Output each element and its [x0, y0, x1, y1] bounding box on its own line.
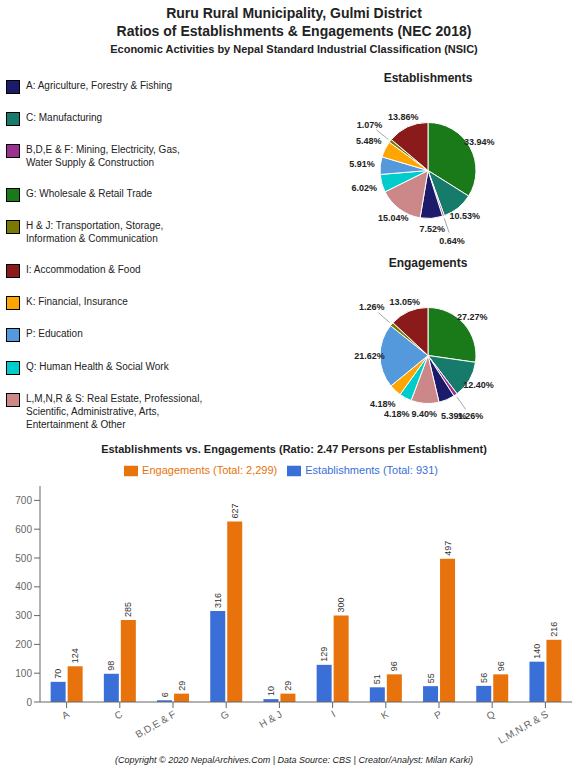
svg-text:10.53%: 10.53% [449, 211, 480, 221]
svg-text:140: 140 [532, 644, 542, 659]
svg-text:497: 497 [443, 541, 453, 556]
svg-text:300: 300 [336, 598, 346, 613]
svg-text:5.39%: 5.39% [441, 411, 467, 421]
svg-text:G: G [219, 708, 231, 722]
html-text:P: Education: P: Education [26, 328, 83, 340]
html-text:G: Wholesale & Retail Trade: G: Wholesale & Retail Trade [26, 187, 153, 199]
svg-text:96: 96 [496, 661, 506, 671]
svg-text:129: 129 [319, 647, 329, 662]
svg-text:P: P [432, 708, 444, 721]
svg-text:70: 70 [53, 669, 63, 679]
svg-text:100: 100 [15, 668, 32, 679]
svg-text:124: 124 [70, 648, 80, 663]
svg-text:1.26%: 1.26% [457, 411, 484, 422]
svg-text:B,D,E & F: B,D,E & F [134, 708, 178, 740]
svg-text:200: 200 [15, 639, 32, 650]
html-text:Engagements: Engagements [388, 256, 468, 270]
html-text:H & J: Transportation, Storage: H & J: Transportation, Storage, Informat… [26, 220, 164, 245]
svg-text:12.40%: 12.40% [463, 380, 494, 390]
svg-text:600: 600 [15, 524, 32, 535]
svg-text:A: A [60, 708, 72, 721]
html-text:(Copyright © 2020 NepalArchive: (Copyright © 2020 NepalArchives.Com | Da… [115, 755, 473, 765]
html-text:L,M,N,R & S: Real Estate, Prof: L,M,N,R & S: Real Estate, Professional, … [26, 393, 203, 431]
svg-text:Q: Q [485, 708, 497, 722]
html-text:A: Agriculture, Forestry & Fis: A: Agriculture, Forestry & Fishing [26, 79, 173, 91]
html-text:I: Accommodation & Food: I: Accommodation & Food [26, 263, 141, 275]
svg-text:15.04%: 15.04% [378, 213, 409, 223]
svg-text:55: 55 [426, 673, 436, 683]
html-text:C: Manufacturing: C: Manufacturing [26, 112, 103, 124]
svg-text:1.26%: 1.26% [359, 302, 385, 312]
svg-text:H & J: H & J [257, 708, 284, 730]
svg-text:285: 285 [123, 602, 133, 617]
svg-text:216: 216 [549, 622, 559, 637]
svg-text:5.48%: 5.48% [356, 136, 382, 146]
html-text:Ruru Rural Municipality, Gulmi: Ruru Rural Municipality, Gulmi District [166, 5, 422, 21]
svg-text:0.64%: 0.64% [439, 236, 465, 246]
svg-text:27.27%: 27.27% [457, 312, 488, 322]
svg-text:6.02%: 6.02% [351, 183, 377, 193]
svg-text:400: 400 [15, 581, 32, 592]
svg-text:C: C [113, 708, 125, 721]
html-text:K: Financial, Insurance: K: Financial, Insurance [26, 296, 128, 307]
svg-text:1.07%: 1.07% [357, 120, 383, 130]
html-text:Engagements (Total: 2,299): Engagements (Total: 2,299) [142, 464, 278, 476]
svg-text:56: 56 [479, 673, 489, 683]
html-text:Ratios of Establishments & Eng: Ratios of Establishments & Engagements (… [116, 23, 472, 39]
svg-text:98: 98 [106, 661, 116, 671]
svg-text:4.18%: 4.18% [384, 409, 410, 419]
svg-text:13.05%: 13.05% [389, 297, 420, 307]
svg-text:33.94%: 33.94% [464, 137, 495, 147]
svg-text:316: 316 [213, 593, 223, 608]
svg-text:10: 10 [266, 686, 276, 696]
svg-text:7.52%: 7.52% [419, 224, 445, 234]
html-text:B,D,E & F: Mining, Electricity: B,D,E & F: Mining, Electricity, Gas, Wat… [26, 144, 180, 169]
svg-text:K: K [379, 708, 391, 721]
html-text:Establishments: Establishments [383, 71, 473, 85]
svg-text:0: 0 [26, 697, 32, 708]
svg-text:51: 51 [372, 674, 382, 684]
svg-text:13.86%: 13.86% [388, 112, 419, 122]
svg-text:96: 96 [389, 661, 399, 671]
svg-text:4.18%: 4.18% [370, 399, 396, 409]
html-text:Q: Human Health & Social Work: Q: Human Health & Social Work [26, 360, 169, 372]
html-text:Establishments (Total: 931): Establishments (Total: 931) [305, 464, 438, 476]
svg-text:5.91%: 5.91% [349, 159, 375, 169]
svg-text:9.40%: 9.40% [412, 409, 438, 419]
svg-text:6: 6 [160, 692, 170, 697]
svg-text:L,M,N,R & S: L,M,N,R & S [496, 708, 550, 745]
svg-text:300: 300 [15, 610, 32, 621]
svg-text:29: 29 [177, 681, 187, 691]
svg-text:500: 500 [15, 553, 32, 564]
html-text:Economic Activities by Nepal S: Economic Activities by Nepal Standard In… [110, 43, 478, 55]
svg-text:29: 29 [283, 681, 293, 691]
svg-text:700: 700 [15, 495, 32, 506]
svg-text:627: 627 [230, 503, 240, 518]
html-text:Establishments vs. Engagements: Establishments vs. Engagements (Ratio: 2… [101, 443, 487, 455]
svg-text:21.62%: 21.62% [354, 351, 385, 361]
svg-text:I: I [329, 708, 337, 719]
